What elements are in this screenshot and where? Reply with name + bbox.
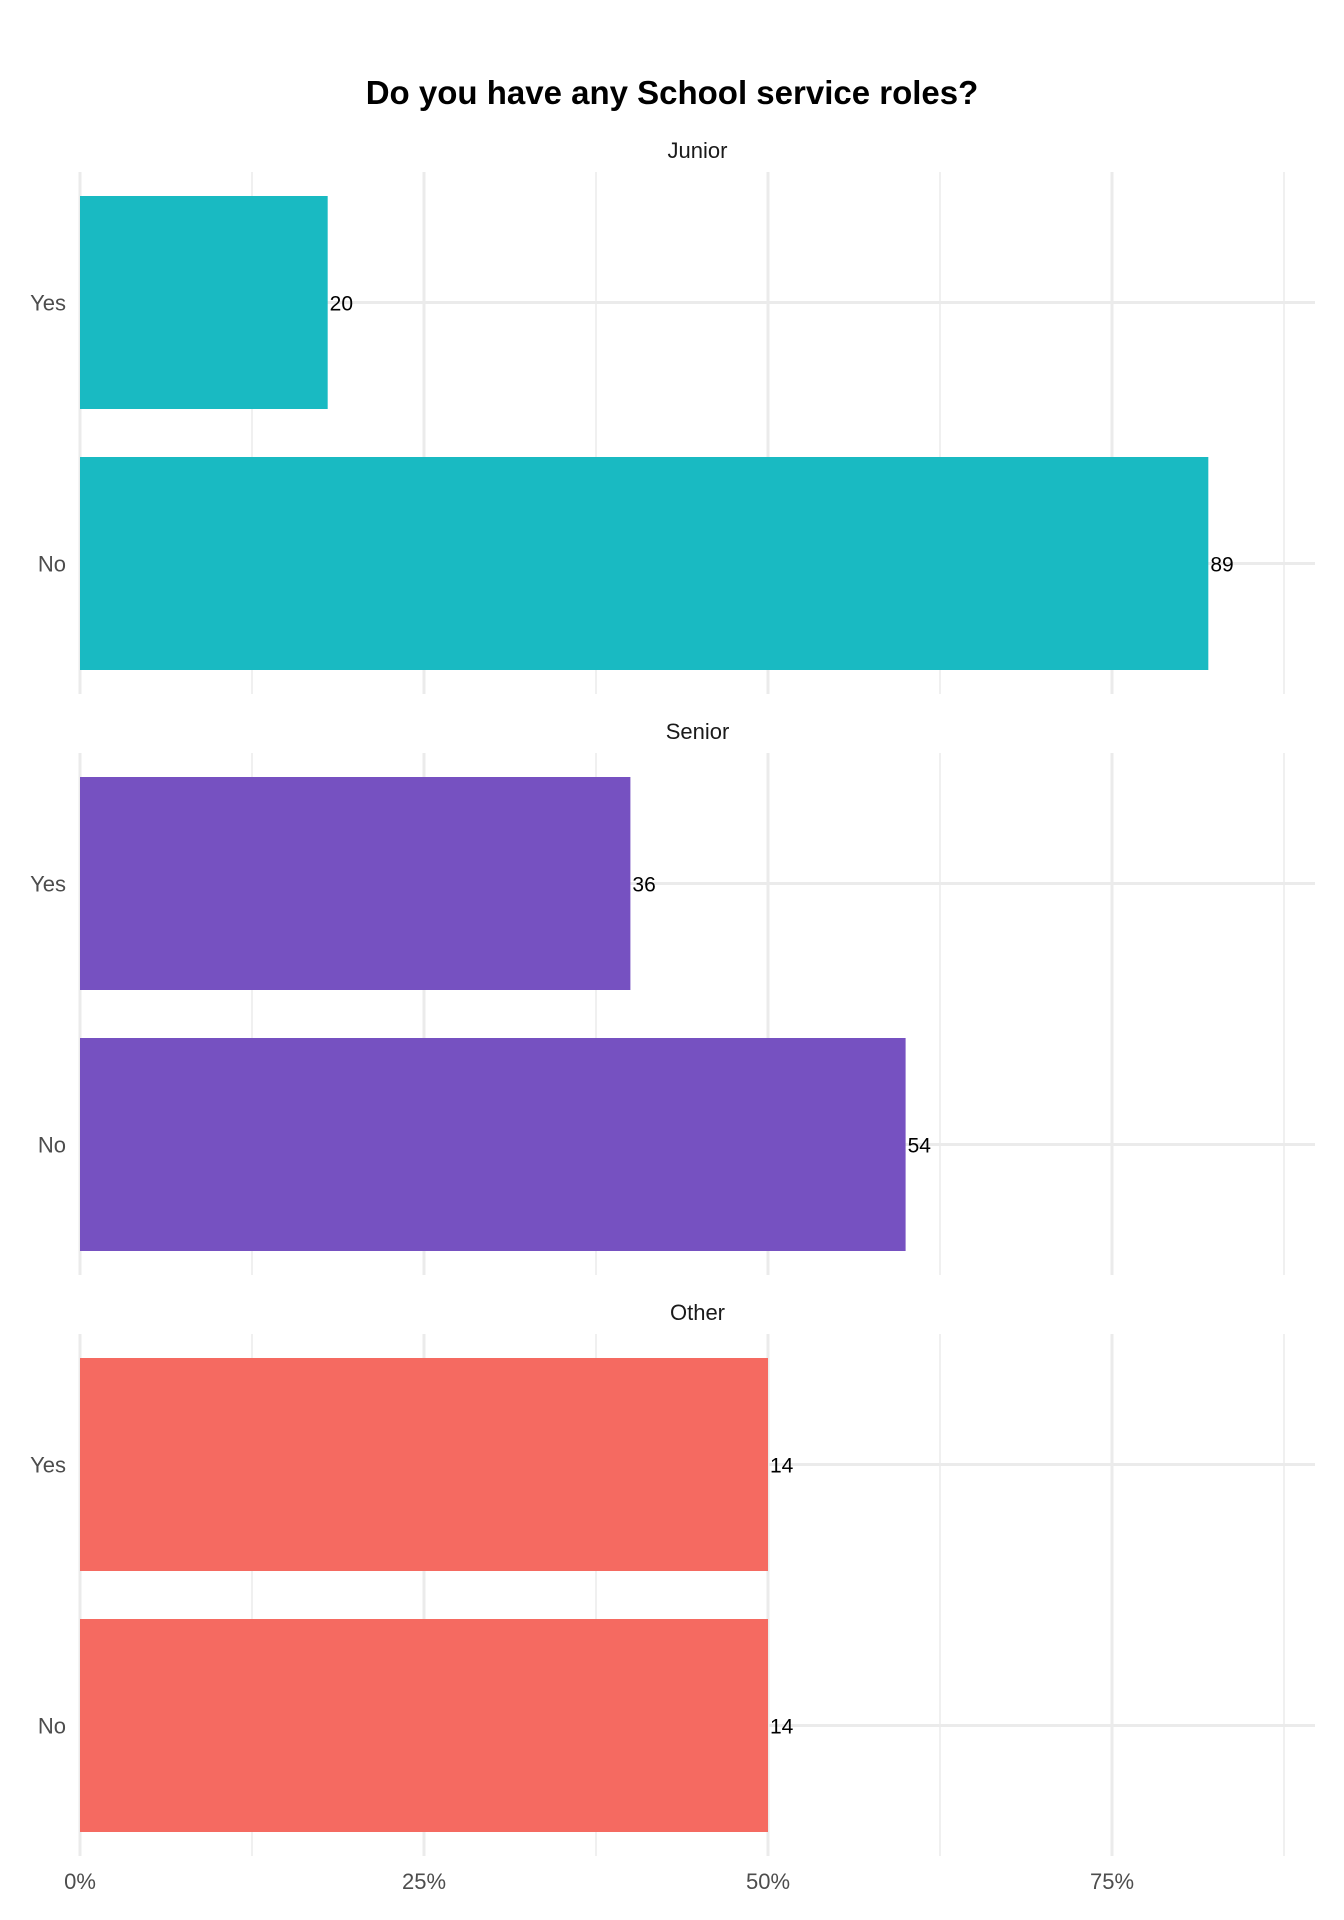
bar-other-yes (80, 1358, 768, 1571)
facet-panel-junior: Junior 20 Yes 89 No (30, 138, 1315, 694)
facet-panel-senior: Senior 36 Yes 54 No (30, 719, 1315, 1275)
bar-value-label: 54 (908, 1135, 932, 1158)
bar-junior-yes (80, 196, 328, 409)
x-tick-label: 75% (1090, 1869, 1134, 1894)
bar-other-no (80, 1619, 768, 1832)
bar-senior-yes (80, 777, 631, 990)
bar-junior-no (80, 457, 1209, 670)
bar-value-label: 36 (632, 874, 655, 897)
facet-strip-label: Other (670, 1300, 725, 1325)
x-axis: 0% 25% 50% 75% (64, 1869, 1134, 1894)
y-tick-label: Yes (30, 872, 66, 897)
bar-value-label: 20 (330, 293, 353, 316)
y-tick-label: No (38, 552, 66, 577)
x-tick-label: 25% (402, 1869, 446, 1894)
bar-value-label: 14 (770, 1455, 794, 1478)
bar-senior-no (80, 1038, 906, 1251)
x-tick-label: 50% (746, 1869, 790, 1894)
bar-value-label: 14 (770, 1716, 794, 1739)
y-tick-label: No (38, 1133, 66, 1158)
bar-value-label: 89 (1210, 554, 1233, 577)
facet-panels: Junior 20 Yes 89 No Senior 36 Yes 54 No Other 14 Yes… (30, 138, 1315, 1856)
y-tick-label: No (38, 1714, 66, 1739)
y-tick-label: Yes (30, 1453, 66, 1478)
facet-strip-label: Senior (666, 719, 730, 744)
facet-strip-label: Junior (668, 138, 728, 163)
facet-panel-other: Other 14 Yes 14 No (30, 1300, 1315, 1856)
y-tick-label: Yes (30, 291, 66, 316)
x-tick-label: 0% (64, 1869, 96, 1894)
chart-title: Do you have any School service roles? (366, 74, 979, 111)
